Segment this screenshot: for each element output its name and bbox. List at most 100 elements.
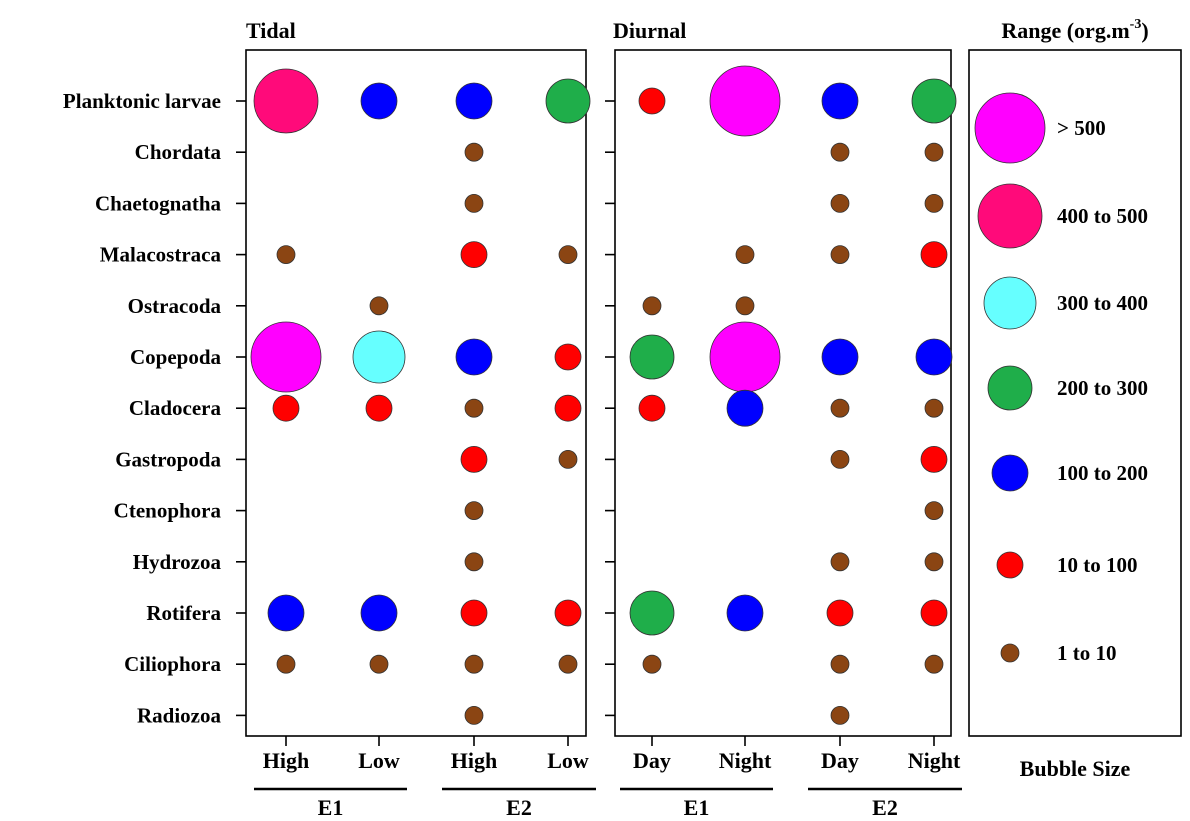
tidal-bubble-chordata-high-2 bbox=[464, 142, 484, 162]
diurnal-xtick-label-0: Day bbox=[633, 748, 671, 773]
y-label-chaetognatha: Chaetognatha bbox=[95, 191, 222, 215]
legend-label-5: 10 to 100 bbox=[1057, 553, 1138, 577]
diurnal-bubble-hydrozoa-night-3 bbox=[924, 552, 944, 572]
diurnal-bubble-cladocera-day-0 bbox=[638, 394, 666, 422]
y-label-copepoda: Copepoda bbox=[130, 345, 222, 369]
diurnal-panel-title: Diurnal bbox=[613, 18, 686, 43]
y-label-planktonic-larvae: Planktonic larvae bbox=[63, 89, 221, 113]
diurnal-group-label-e1: E1 bbox=[684, 795, 710, 820]
y-label-ciliophora: Ciliophora bbox=[124, 652, 221, 676]
diurnal-bubble-rotifera-day-2 bbox=[826, 599, 854, 627]
tidal-bubble-ctenophora-high-2 bbox=[464, 501, 484, 521]
legend-bubble-200-to-300 bbox=[987, 365, 1033, 411]
diurnal-plot-frame bbox=[614, 49, 952, 737]
diurnal-bubble-ciliophora-day-0 bbox=[642, 654, 662, 674]
y-label-malacostraca: Malacostraca bbox=[100, 243, 222, 267]
tidal-bubble-chaetognatha-high-2 bbox=[464, 193, 484, 213]
diurnal-bubble-chaetognatha-day-2 bbox=[830, 193, 850, 213]
diurnal-group-label-e2: E2 bbox=[872, 795, 898, 820]
tidal-bubble-malacostraca-low-3 bbox=[558, 245, 578, 265]
legend-title: Range (org.m-3) bbox=[1001, 17, 1148, 43]
legend-bubble-1-to-10 bbox=[1000, 643, 1020, 663]
diurnal-bubble-cladocera-day-2 bbox=[830, 398, 850, 418]
diurnal-bubble-cladocera-night-3 bbox=[924, 398, 944, 418]
diurnal-bubble-rotifera-night-1 bbox=[726, 594, 764, 632]
diurnal-bubble-malacostraca-day-2 bbox=[830, 245, 850, 265]
tidal-bubble-radiozoa-high-2 bbox=[464, 706, 484, 725]
legend-label-2: 300 to 400 bbox=[1057, 291, 1148, 315]
legend-label-1: 400 to 500 bbox=[1057, 204, 1148, 228]
y-label-rotifera: Rotifera bbox=[146, 601, 221, 625]
diurnal-bubble-rotifera-day-0 bbox=[629, 590, 675, 636]
tidal-bubble-ostracoda-low-1 bbox=[369, 296, 389, 316]
tidal-bubble-rotifera-low-3 bbox=[554, 599, 582, 627]
y-label-hydrozoa: Hydrozoa bbox=[133, 550, 222, 574]
legend-bubble-500 bbox=[974, 92, 1046, 164]
tidal-bubble-gastropoda-high-2 bbox=[460, 445, 488, 473]
tidal-bubble-planktonic-larvae-high-2 bbox=[455, 82, 493, 120]
tidal-xtick-label-2: High bbox=[451, 748, 497, 773]
legend-label-6: 1 to 10 bbox=[1057, 641, 1117, 665]
tidal-bubble-cladocera-high-0 bbox=[272, 394, 300, 422]
diurnal-bubble-rotifera-night-3 bbox=[920, 599, 948, 627]
tidal-bubble-planktonic-larvae-low-1 bbox=[360, 82, 398, 120]
y-label-cladocera: Cladocera bbox=[129, 396, 222, 420]
y-label-ostracoda: Ostracoda bbox=[128, 294, 222, 318]
diurnal-bubble-copepoda-day-2 bbox=[821, 338, 859, 376]
diurnal-bubble-copepoda-day-0 bbox=[629, 334, 675, 380]
tidal-bubble-cladocera-low-1 bbox=[365, 394, 393, 422]
tidal-xtick-label-3: Low bbox=[547, 748, 589, 773]
diurnal-bubble-ostracoda-night-1 bbox=[735, 296, 755, 316]
diurnal-bubble-radiozoa-day-2 bbox=[830, 706, 850, 725]
diurnal-bubble-planktonic-larvae-day-0 bbox=[638, 87, 666, 115]
diurnal-bubble-cladocera-night-1 bbox=[726, 389, 764, 427]
diurnal-xtick-label-3: Night bbox=[908, 748, 961, 773]
tidal-bubble-cladocera-high-2 bbox=[464, 398, 484, 418]
diurnal-bubble-ciliophora-night-3 bbox=[924, 654, 944, 674]
tidal-plot-frame bbox=[245, 49, 587, 737]
diurnal-bubble-hydrozoa-day-2 bbox=[830, 552, 850, 572]
diurnal-bubble-planktonic-larvae-night-3 bbox=[911, 78, 957, 124]
tidal-bubble-malacostraca-high-2 bbox=[460, 241, 488, 269]
tidal-xtick-label-1: Low bbox=[358, 748, 400, 773]
diurnal-bubble-chordata-day-2 bbox=[830, 142, 850, 162]
bubbles-layer bbox=[250, 65, 957, 725]
diurnal-xtick-label-1: Night bbox=[719, 748, 772, 773]
diurnal-bubble-ostracoda-day-0 bbox=[642, 296, 662, 316]
tidal-bubble-copepoda-low-3 bbox=[554, 343, 582, 371]
axes-layer: Planktonic larvae Chordata Chaetognatha Mal… bbox=[63, 89, 962, 820]
legend-box bbox=[968, 49, 1182, 737]
legend-bubble-300-to-400 bbox=[983, 276, 1037, 330]
diurnal-bubble-copepoda-night-1 bbox=[709, 321, 781, 393]
tidal-bubble-copepoda-low-1 bbox=[352, 330, 406, 384]
diurnal-bubble-copepoda-night-3 bbox=[915, 338, 953, 376]
diurnal-bubble-ctenophora-night-3 bbox=[924, 501, 944, 521]
y-label-ctenophora: Ctenophora bbox=[114, 499, 222, 523]
diurnal-bubble-malacostraca-night-3 bbox=[920, 241, 948, 269]
tidal-bubble-cladocera-low-3 bbox=[554, 394, 582, 422]
tidal-group-label-e1: E1 bbox=[318, 795, 344, 820]
legend-entries-layer: > 500 400 to 500 300 to 400 200 to 300 100 t… bbox=[974, 92, 1148, 665]
y-label-chordata: Chordata bbox=[135, 140, 222, 164]
diurnal-bubble-gastropoda-day-2 bbox=[830, 449, 850, 469]
tidal-bubble-ciliophora-low-3 bbox=[558, 654, 578, 674]
tidal-bubble-rotifera-low-1 bbox=[360, 594, 398, 632]
legend-bubble-100-to-200 bbox=[991, 454, 1029, 492]
legend-title-superscript: -3 bbox=[1130, 17, 1142, 32]
legend-label-0: > 500 bbox=[1057, 116, 1106, 140]
tidal-bubble-planktonic-larvae-low-3 bbox=[545, 78, 591, 124]
legend-bubble-400-to-500 bbox=[977, 183, 1043, 249]
y-label-radiozoa: Radiozoa bbox=[137, 703, 222, 727]
tidal-xtick-label-0: High bbox=[263, 748, 309, 773]
tidal-bubble-gastropoda-low-3 bbox=[558, 449, 578, 469]
tidal-bubble-ciliophora-high-0 bbox=[276, 654, 296, 674]
tidal-bubble-ciliophora-low-1 bbox=[369, 654, 389, 674]
legend-bubble-10-to-100 bbox=[996, 551, 1024, 579]
tidal-group-label-e2: E2 bbox=[506, 795, 532, 820]
tidal-bubble-rotifera-high-2 bbox=[460, 599, 488, 627]
diurnal-bubble-planktonic-larvae-day-2 bbox=[821, 82, 859, 120]
tidal-panel-title: Tidal bbox=[246, 18, 296, 43]
tidal-bubble-ciliophora-high-2 bbox=[464, 654, 484, 674]
diurnal-bubble-chordata-night-3 bbox=[924, 142, 944, 162]
